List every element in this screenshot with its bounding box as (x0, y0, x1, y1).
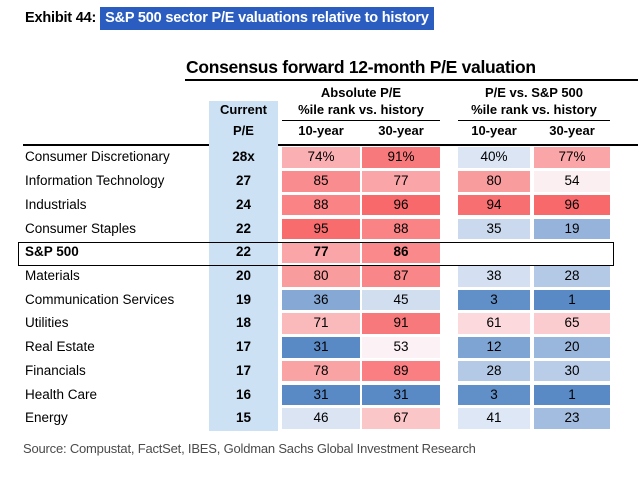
percentile-cell-abs30: 45 (362, 289, 440, 311)
percentile-cell-rel30: 30 (534, 360, 610, 382)
sector-label: Real Estate (25, 339, 95, 355)
table-title: Consensus forward 12-month P/E valuation (186, 57, 536, 77)
current-pe-cell: 22 (235, 244, 252, 260)
sector-label: Health Care (25, 386, 98, 402)
percentile-cell-abs30: 88 (362, 218, 440, 240)
percentile-cell-rel10: 94 (458, 194, 530, 216)
percentile-cell-rel10: 41 (458, 408, 530, 429)
percentile-cell-abs10: 80 (282, 266, 360, 287)
percentile-cell-abs30: 31 (362, 384, 440, 406)
current-pe-header-line1: Current (220, 102, 267, 117)
percentile-cell-rel30: 19 (534, 218, 610, 240)
sector-label: Financials (25, 362, 86, 378)
percentile-cell-rel10: 80 (458, 171, 530, 192)
percentile-cell-abs30: 89 (362, 360, 440, 382)
percentile-cell-abs30: 86 (362, 242, 440, 263)
percentile-cell-abs30: 91% (362, 147, 440, 168)
percentile-cell-abs10: 85 (282, 171, 360, 192)
current-pe-cell: 17 (235, 362, 252, 378)
percentile-cell-abs30: 77 (362, 171, 440, 192)
relative-group-header: P/E vs. S&P 500 (484, 85, 584, 100)
absolute-subheader-underline (282, 119, 440, 121)
sector-label: Materials (25, 268, 80, 283)
current-pe-cell: 20 (235, 268, 252, 283)
percentile-cell-rel30: 28 (534, 266, 610, 287)
current-pe-header-line2: P/E (233, 123, 254, 138)
current-pe-cell: 22 (235, 220, 252, 236)
relative-subheader-underline (458, 119, 610, 121)
percentile-cell-abs30: 87 (362, 266, 440, 287)
current-pe-cell: 15 (235, 410, 252, 426)
abs-30yr-column-header: 30-year (378, 123, 424, 138)
percentile-cell-rel10: 61 (458, 313, 530, 334)
exhibit-label: Exhibit 44: (25, 10, 97, 26)
percentile-cell-rel30: 54 (534, 171, 610, 192)
percentile-cell-abs30: 91 (362, 313, 440, 334)
absolute-rank-subheader: %ile rank vs. history (298, 102, 424, 117)
sector-label: Consumer Discretionary (25, 149, 170, 165)
current-pe-cell: 18 (235, 315, 252, 331)
percentile-cell-rel10: 40% (458, 147, 530, 168)
current-pe-column-background (209, 101, 278, 431)
percentile-cell-rel10: 3 (458, 289, 530, 311)
percentile-cell-abs10: 88 (282, 194, 360, 216)
percentile-cell-rel30: 1 (534, 289, 610, 311)
sector-label: Information Technology (25, 173, 165, 189)
source-note: Source: Compustat, FactSet, IBES, Goldma… (23, 441, 476, 456)
title-underline (185, 79, 638, 81)
percentile-cell-abs10: 74% (282, 147, 360, 168)
percentile-cell-rel10: 35 (458, 218, 530, 240)
current-pe-cell: 24 (235, 196, 252, 212)
exhibit-highlighted-title: S&P 500 sector P/E valuations relative t… (100, 7, 434, 30)
sector-label: Utilities (25, 315, 69, 331)
rel-10yr-column-header: 10-year (471, 123, 517, 138)
sector-label: Industrials (25, 196, 87, 212)
percentile-cell-abs10: 31 (282, 384, 360, 406)
rel-30yr-column-header: 30-year (549, 123, 595, 138)
percentile-cell-rel10: 38 (458, 266, 530, 287)
percentile-cell-rel30: 96 (534, 194, 610, 216)
current-pe-cell: 27 (235, 173, 252, 189)
header-bottom-rule (23, 143, 638, 146)
absolute-group-header: Absolute P/E (320, 85, 402, 100)
percentile-cell-abs30: 96 (362, 194, 440, 216)
percentile-cell-abs10: 71 (282, 313, 360, 334)
relative-rank-subheader: %ile rank vs. history (471, 102, 597, 117)
current-pe-cell: 28x (232, 149, 255, 165)
percentile-cell-rel30: 77% (534, 147, 610, 168)
percentile-cell-rel30: 20 (534, 337, 610, 358)
percentile-cell-abs10: 36 (282, 289, 360, 311)
sector-label: Communication Services (25, 291, 175, 307)
percentile-cell-rel10: 12 (458, 337, 530, 358)
current-pe-cell: 17 (235, 339, 252, 355)
percentile-cell-abs10: 95 (282, 218, 360, 240)
current-pe-cell: 16 (235, 386, 252, 402)
percentile-cell-abs10: 46 (282, 408, 360, 429)
percentile-cell-rel30: 23 (534, 408, 610, 429)
percentile-cell-abs10: 78 (282, 360, 360, 382)
percentile-cell-rel10: 3 (458, 384, 530, 406)
sector-label: Consumer Staples (25, 220, 137, 236)
sector-label: Energy (25, 410, 68, 426)
percentile-cell-abs30: 53 (362, 337, 440, 358)
sector-label: S&P 500 (25, 244, 79, 260)
percentile-cell-abs30: 67 (362, 408, 440, 429)
percentile-cell-rel30: 65 (534, 313, 610, 334)
percentile-cell-abs10: 77 (282, 242, 360, 263)
percentile-cell-abs10: 31 (282, 337, 360, 358)
abs-10yr-column-header: 10-year (298, 123, 344, 138)
percentile-cell-rel30: 1 (534, 384, 610, 406)
percentile-cell-rel10: 28 (458, 360, 530, 382)
current-pe-cell: 19 (235, 291, 252, 307)
exhibit-headline: Exhibit 44: S&P 500 sector P/E valuations… (25, 7, 434, 30)
